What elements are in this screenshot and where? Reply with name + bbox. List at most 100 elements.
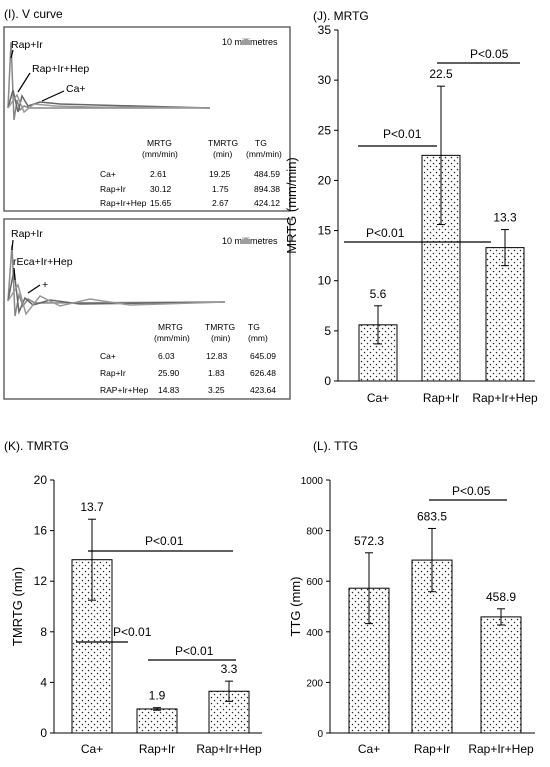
significance-label: P<0.01	[175, 644, 214, 658]
table-cell: 19.25	[209, 169, 231, 179]
x-tick-label: Rap+Ir	[414, 742, 450, 756]
table-cell: 12.83	[206, 351, 228, 361]
table-header-unit: (mm/min)	[246, 149, 282, 159]
x-tick-label: Rap+Ir+Hep	[196, 742, 262, 756]
arrow-icon	[11, 239, 14, 251]
table-cell: 6.03	[158, 351, 175, 361]
y-tick-label: 20	[318, 173, 332, 187]
y-tick-label: 12	[34, 574, 48, 588]
table-cell: 484.59	[254, 169, 280, 179]
data-label: 13.7	[80, 500, 104, 514]
table-cell: 424.12	[254, 198, 280, 208]
y-tick-label: 30	[318, 73, 332, 87]
y-tick-label: 4	[40, 675, 47, 689]
table-cell: 2.67	[212, 198, 229, 208]
v-curve-box-frame	[3, 26, 291, 212]
chart-ttg: (L). TTG TTG (mm) 0 200 400 600 800 1000 572.3 Ca…	[288, 439, 535, 756]
data-label: 13.3	[493, 211, 517, 225]
y-tick-label: 600	[306, 577, 323, 588]
table-header: MRTG	[147, 138, 172, 148]
chart-mrtg: (J). MRTG MRTG (mm/min) 0 5 10 15 20 25 30 35 5.6 C…	[284, 9, 538, 405]
y-axis-label: MRTG (mm/min)	[284, 157, 299, 254]
v-curve-box-frame	[3, 218, 291, 400]
y-tick-label: 20	[34, 473, 48, 487]
table-header-unit: (mm/min)	[142, 149, 178, 159]
curve-arrows	[10, 49, 65, 102]
y-tick-label: 8	[40, 625, 47, 639]
y-tick-label: 400	[306, 628, 323, 639]
significance-label: P<0.01	[145, 534, 184, 548]
table-header-unit: (min)	[211, 333, 231, 343]
table-header-unit: (mm)	[248, 333, 268, 343]
y-tick-label: 15	[318, 224, 332, 238]
curve-arrows	[11, 239, 41, 294]
chart-title: (K). TMRTG	[4, 439, 69, 453]
table-cell: Ca+	[100, 351, 116, 361]
curve-label-rap-ir-hep: Rap+Ir+Hep	[32, 63, 89, 75]
data-label: 1.9	[149, 689, 166, 703]
table-cell: 3.25	[208, 385, 225, 395]
table-cell: 1.83	[208, 368, 225, 378]
v-curve-table: MRTG (mm/min) TMRTG (min) TG (mm) Ca+ 6.…	[100, 322, 276, 395]
bar	[480, 616, 522, 734]
y-axis-label: TTG (mm)	[288, 577, 303, 637]
table-cell: 894.38	[254, 184, 280, 194]
table-header-unit: (mm/min)	[154, 333, 190, 343]
bar	[348, 587, 390, 734]
table-cell: 14.83	[158, 385, 180, 395]
significance-label: P<0.01	[383, 127, 422, 141]
significance-label: P<0.05	[452, 484, 491, 498]
x-tick-label: Rap+Ir+Hep	[472, 391, 538, 405]
table-cell: RAP+Ir+Hep	[100, 385, 148, 395]
y-tick-label: 800	[306, 527, 323, 538]
table-header-unit: (min)	[213, 149, 233, 159]
arrow-icon	[17, 72, 31, 93]
table-cell: 25.90	[158, 368, 180, 378]
y-tick-label: 10	[318, 274, 332, 288]
data-label: 3.3	[221, 662, 238, 676]
y-tick-label: 0	[317, 729, 323, 740]
x-tick-label: Ca+	[358, 742, 380, 756]
chart-title: (L). TTG	[313, 439, 358, 453]
bar	[485, 247, 525, 382]
data-label: 458.9	[486, 590, 516, 604]
y-tick-label: 0	[324, 374, 331, 388]
y-tick-label: 1000	[301, 476, 324, 487]
table-cell: Rap+Ir	[100, 184, 126, 194]
y-tick-label: 0	[40, 726, 47, 740]
data-label: 22.5	[429, 67, 453, 81]
significance-label: P<0.05	[470, 47, 509, 61]
panel-v-curve: (I). V curve 10 millimetres Rap+Ir Rap+I…	[3, 7, 291, 400]
chart-tmrtg: (K). TMRTG TMRTG (min) 0 4 8 12 16 20 13.7 Ca+ 1.9…	[4, 439, 262, 756]
significance-label: P<0.01	[113, 625, 152, 639]
bar	[411, 559, 453, 734]
table-cell: Rap+Ir+Hep	[100, 198, 147, 208]
curve-label-rap-ir: Rap+Ir	[11, 39, 43, 51]
panel-i-label: (I). V curve	[4, 7, 63, 21]
table-header: TG	[255, 138, 267, 148]
table-cell: 626.48	[250, 368, 276, 378]
table-header: TMRTG	[208, 138, 238, 148]
bar	[136, 708, 178, 734]
table-cell: Ca+	[100, 169, 116, 179]
arrow-icon	[41, 90, 65, 102]
table-cell: 15.65	[150, 198, 172, 208]
table-cell: Rap+Ir	[100, 368, 126, 378]
arrow-icon	[27, 284, 41, 294]
v-curve-box-2: 10 millimetres Rap+Ir rEca+Ir+Hep + MRTG…	[3, 218, 291, 400]
scale-label: 10 millimetres	[222, 37, 278, 47]
v-curve-box-1: 10 millimetres Rap+Ir Rap+Ir+Hep Ca+ MRT…	[3, 26, 291, 212]
y-tick-label: 5	[324, 324, 331, 338]
curve-label-rap-ir: Rap+Ir	[11, 228, 43, 240]
y-tick-label: 16	[34, 524, 48, 538]
y-axis-label: TMRTG (min)	[10, 567, 25, 646]
x-tick-label: Ca+	[81, 742, 103, 756]
x-tick-label: Ca+	[367, 391, 389, 405]
chart-title: (J). MRTG	[313, 9, 369, 23]
table-header: TMRTG	[205, 322, 235, 332]
arrow-icon	[10, 49, 14, 59]
table-cell: 2.61	[150, 169, 167, 179]
table-cell: 645.09	[250, 351, 276, 361]
y-tick-label: 25	[318, 123, 332, 137]
